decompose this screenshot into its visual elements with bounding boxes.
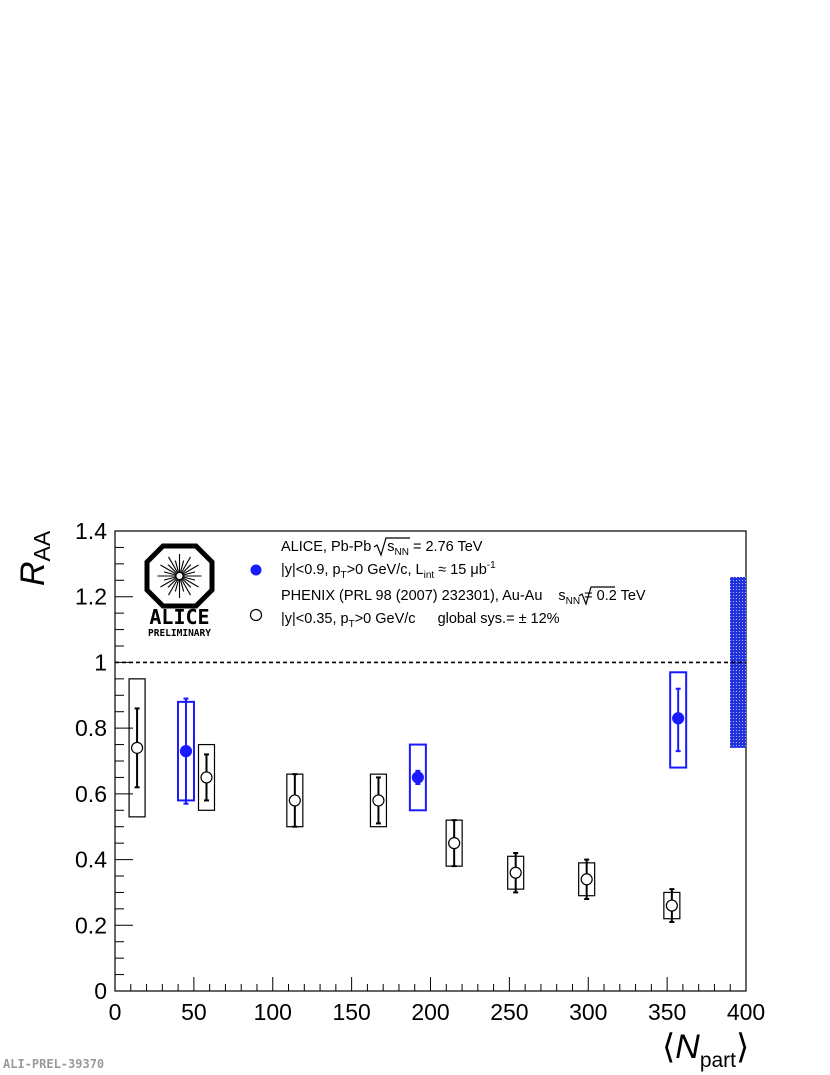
logo-subtitle: PRELIMINARY: [148, 628, 211, 639]
alice-point: [672, 712, 685, 725]
x-tick-label: 100: [254, 999, 292, 1025]
alice-sqrt-sign: [373, 537, 410, 557]
phenix-point: [509, 866, 522, 879]
x-tick-label: 200: [411, 999, 449, 1025]
phenix-point: [200, 771, 213, 784]
logo-ray: [160, 577, 178, 588]
alice-sys-box: [669, 671, 688, 769]
logo-ray: [167, 564, 178, 575]
phenix-point: [448, 837, 461, 850]
legend-alice-header: ALICE, Pb-Pb sNN = 2.76 TeV: [281, 539, 483, 558]
x-tick-label: 350: [648, 999, 686, 1025]
logo-ray: [181, 564, 199, 575]
phenix-point: [580, 873, 593, 886]
x-tick-label: 400: [727, 999, 765, 1025]
alice-point: [411, 771, 424, 784]
legend: ALICE, Pb-Pb sNN = 2.76 TeV |y|<0.9, pT>0…: [249, 537, 646, 630]
logo-ray: [181, 564, 192, 575]
phenix-sqrt-sign: [578, 586, 615, 606]
y-tick-label: 1: [94, 649, 107, 675]
logo-ray: [168, 578, 179, 596]
phenix-point: [372, 794, 385, 807]
alice-sys-box: [408, 743, 427, 812]
logo-ray: [182, 576, 196, 581]
legend-alice-marker: [250, 564, 262, 576]
logo-rays: [157, 554, 202, 598]
x-axis-title: ⟨Npart⟩: [662, 1028, 749, 1072]
logo-ray: [160, 564, 178, 575]
x-tick-label: 250: [490, 999, 528, 1025]
logo-ray: [182, 571, 196, 576]
logo-ray: [163, 576, 177, 581]
logo-ray: [174, 560, 180, 574]
logo-ray: [180, 578, 191, 596]
x-tick-label: 0: [109, 999, 122, 1025]
phenix-point: [665, 899, 678, 912]
x-tick-label: 50: [181, 999, 207, 1025]
x-tick-label: 300: [569, 999, 607, 1025]
logo-ray: [167, 577, 178, 588]
legend-phenix-marker: [249, 608, 263, 622]
phenix-sys-box: [197, 743, 216, 811]
y-tick-label: 0: [94, 978, 107, 1004]
legend-alice-entry: |y|<0.9, pT>0 GeV/c, Lint ≈ 15 μb-1: [281, 560, 496, 581]
x-ticks: 0 50 100 150 200 250 300 350 400: [109, 977, 765, 1025]
preliminary-id: ALI-PREL-39370: [3, 1057, 105, 1071]
x-tick-label: 150: [332, 999, 370, 1025]
logo-ray: [174, 578, 180, 592]
y-ticks: 0 0.2 0.4 0.6 0.8 1 1.2 1.4: [75, 518, 133, 1004]
alice-logo: ALICE PRELIMINARY: [144, 543, 215, 639]
y-tick-label: 0.8: [75, 715, 107, 741]
y-tick-label: 1.2: [75, 584, 107, 610]
phenix-sys-box: [369, 773, 388, 828]
phenix-point: [288, 794, 301, 807]
y-tick-label: 0.6: [75, 781, 107, 807]
legend-phenix-entry: |y|<0.35, pT>0 GeV/c global sys.= ± 12%: [281, 611, 560, 630]
logo-ray: [180, 556, 191, 574]
alice-point: [179, 745, 193, 758]
phenix-point: [130, 741, 144, 754]
logo-ray: [181, 577, 192, 588]
logo-ray: [181, 577, 199, 588]
logo-name: ALICE: [149, 605, 209, 629]
phenix-sys-box: [128, 678, 146, 818]
y-tick-label: 0.2: [75, 912, 107, 938]
y-tick-label: 1.4: [75, 518, 107, 544]
logo-ray: [168, 556, 179, 574]
y-axis-title: RAA: [14, 530, 55, 586]
logo-ray: [163, 571, 177, 576]
logo-ray: [179, 578, 185, 592]
data-points: [128, 671, 688, 923]
logo-ray: [179, 560, 185, 574]
legend-phenix-header: PHENIX (PRL 98 (2007) 232301), Au-Au sNN …: [281, 588, 646, 607]
y-tick-label: 0.4: [75, 847, 107, 873]
